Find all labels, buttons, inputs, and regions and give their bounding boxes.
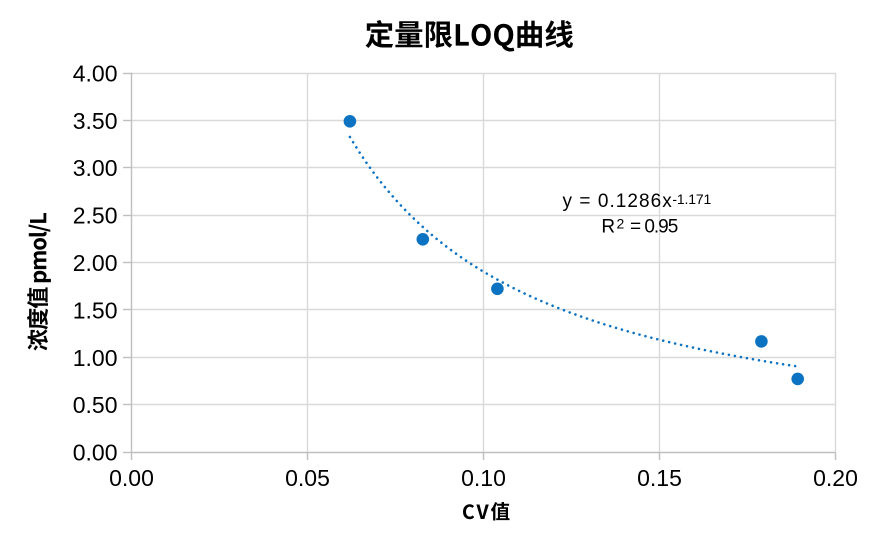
svg-text:1.50: 1.50 [73,297,118,323]
svg-text:2.00: 2.00 [73,250,118,276]
svg-text:1.00: 1.00 [73,345,118,371]
svg-text:0.00: 0.00 [109,465,154,491]
svg-text:= 0.95: = 0.95 [630,216,678,237]
svg-text:4.00: 4.00 [73,61,118,87]
svg-text:0.10: 0.10 [461,465,506,491]
svg-text:0.50: 0.50 [73,392,118,418]
svg-text:2: 2 [617,216,625,232]
svg-text:R: R [601,216,615,237]
svg-text:-1.171: -1.171 [672,191,711,207]
svg-text:y = 0.1286x: y = 0.1286x [563,191,673,212]
svg-text:2.50: 2.50 [73,203,118,229]
svg-text:0.20: 0.20 [813,465,858,491]
svg-text:0.00: 0.00 [73,440,118,466]
svg-text:0.05: 0.05 [285,465,330,491]
svg-text:3.50: 3.50 [73,108,118,134]
svg-text:0.15: 0.15 [637,465,682,491]
svg-text:3.00: 3.00 [73,155,118,181]
